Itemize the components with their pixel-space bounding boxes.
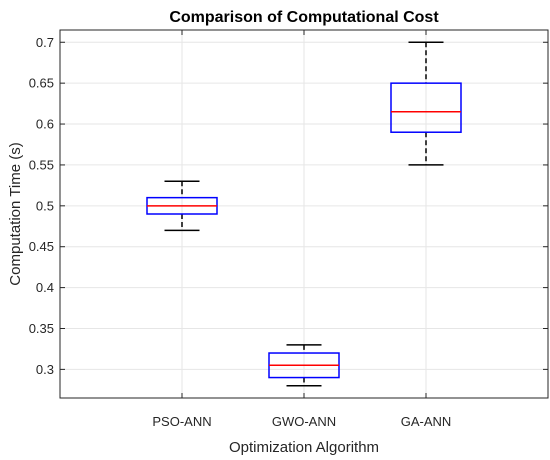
box-series: [146, 41, 462, 387]
y-tick-label: 0.5: [36, 198, 54, 213]
x-axis-ticks: PSO-ANN GWO-ANN GA-ANN: [152, 30, 451, 429]
box-iqr: [390, 82, 462, 133]
y-tick-label: 0.65: [29, 76, 54, 91]
x-tick-label: GA-ANN: [401, 414, 452, 429]
y-tick-label: 0.55: [29, 157, 54, 172]
y-tick-label: 0.6: [36, 117, 54, 132]
x-tick-label: GWO-ANN: [272, 414, 336, 429]
y-tick-label: 0.45: [29, 239, 54, 254]
grid-lines: [60, 30, 548, 398]
y-tick-label: 0.4: [36, 280, 54, 295]
x-tick-label: PSO-ANN: [152, 414, 211, 429]
box-gwo-ann: [268, 344, 340, 387]
x-axis-label: Optimization Algorithm: [229, 439, 379, 456]
box-pso-ann: [146, 180, 218, 232]
y-tick-label: 0.7: [36, 35, 54, 50]
y-axis-label: Computation Time (s): [7, 142, 24, 285]
y-axis-ticks: 0.3 0.35 0.4 0.45 0.5 0.55 0.6 0.65 0.7: [29, 35, 548, 377]
chart-title: Comparison of Computational Cost: [169, 9, 439, 26]
box-ga-ann: [390, 41, 462, 166]
y-tick-label: 0.35: [29, 321, 54, 336]
y-tick-label: 0.3: [36, 362, 54, 377]
